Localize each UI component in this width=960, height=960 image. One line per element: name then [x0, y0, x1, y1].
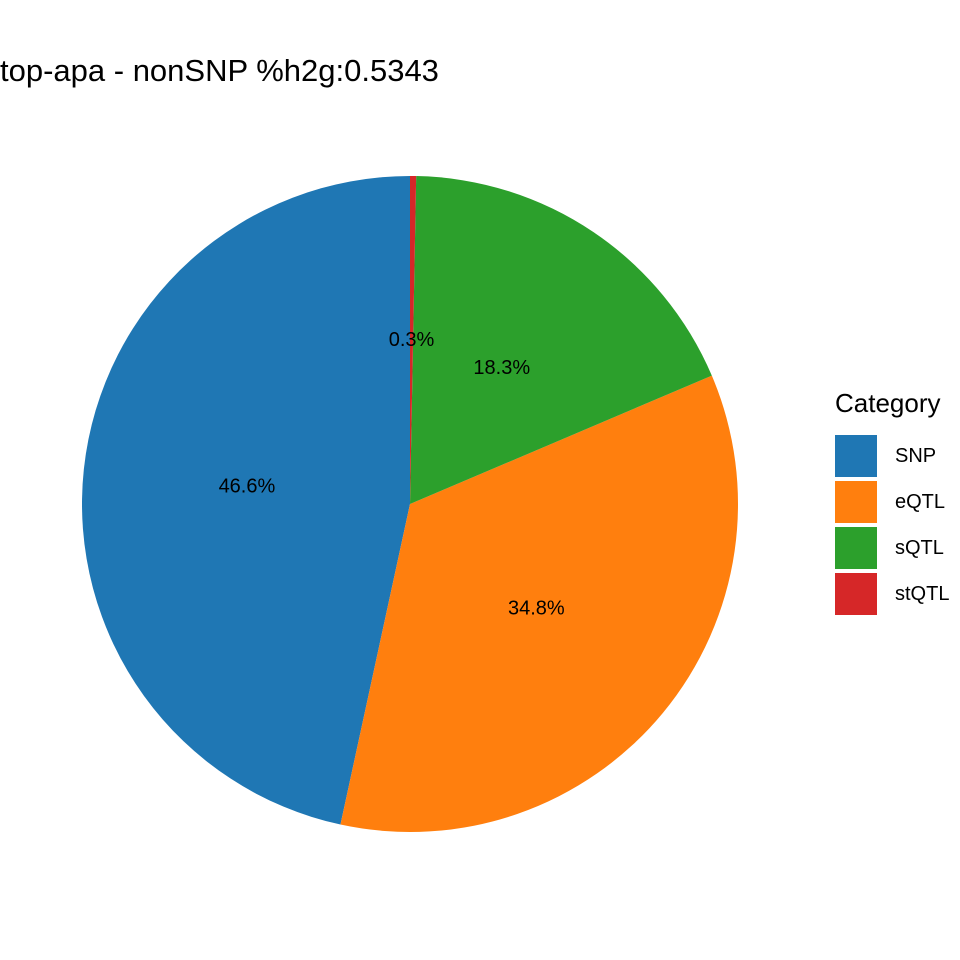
pie-label-snp: 46.6%	[219, 476, 276, 498]
legend: Category SNP eQTL sQTL stQTL	[835, 388, 949, 617]
pie-slice-snp	[82, 176, 410, 825]
pie-slice-stqtl	[410, 176, 417, 504]
pie-slice-sqtl	[410, 176, 712, 504]
legend-title: Category	[835, 388, 941, 418]
legend-label-snp: SNP	[895, 444, 937, 467]
pie-slice-eqtl	[340, 375, 738, 832]
legend-swatch-stqtl	[835, 573, 877, 615]
legend-label-sqtl: sQTL	[895, 536, 944, 559]
legend-swatch-eqtl	[835, 481, 877, 523]
pie-label-eqtl: 34.8%	[508, 598, 565, 620]
legend-swatch-sqtl	[835, 527, 877, 569]
pie-label-sqtl: 18.3%	[473, 357, 530, 379]
legend-label-stqtl: stQTL	[895, 582, 950, 605]
legend-items: SNP eQTL sQTL stQTL	[835, 433, 949, 617]
pie-labels: 46.6% 34.8% 18.3% 0.3%	[219, 329, 565, 620]
pie-label-stqtl: 0.3%	[389, 329, 435, 351]
pie-slices	[82, 176, 738, 832]
legend-item-stqtl: stQTL	[835, 571, 949, 617]
legend-item-snp: SNP	[835, 433, 949, 479]
legend-item-eqtl: eQTL	[835, 479, 949, 525]
legend-label-eqtl: eQTL	[895, 490, 946, 513]
legend-swatch-snp	[835, 435, 877, 477]
chart-title: top-apa - nonSNP %h2g:0.5343	[0, 53, 439, 88]
legend-item-sqtl: sQTL	[835, 525, 949, 571]
